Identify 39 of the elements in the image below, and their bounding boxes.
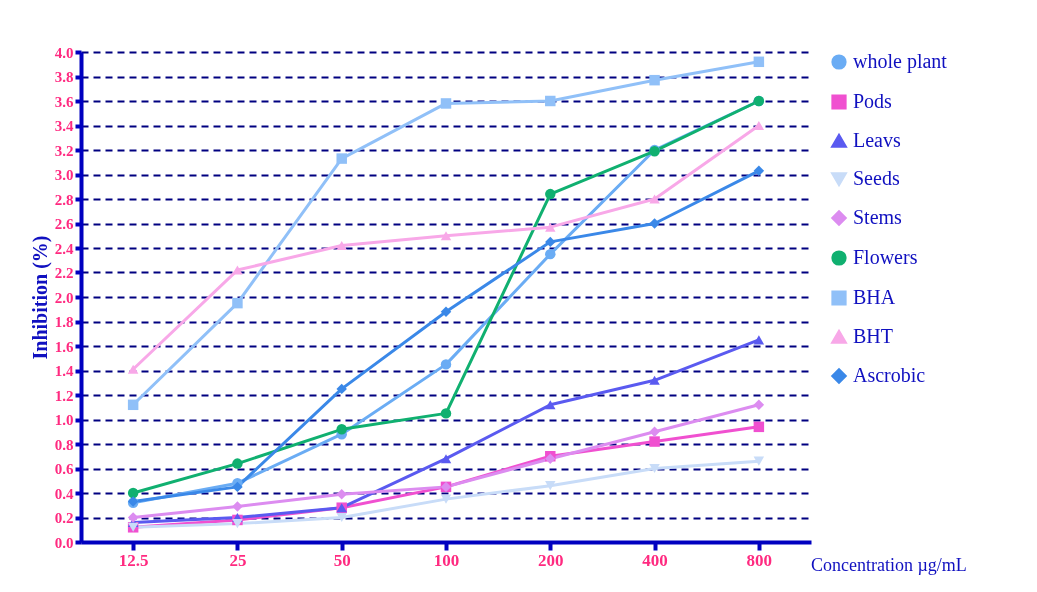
y-tick-label: 3.2: [54, 142, 74, 159]
y-tick-label: 2.4: [54, 240, 74, 257]
y-tick-label: 2.2: [54, 265, 74, 281]
x-tick-label: 25: [229, 550, 247, 570]
legend-label: Ascrobic: [853, 364, 926, 386]
x-tick-label: 400: [642, 550, 668, 570]
y-tick-label: 1.2: [54, 387, 74, 404]
legend-label: BHA: [853, 286, 896, 308]
legend-label: whole plant: [853, 50, 948, 73]
y-tick-label: 3.8: [54, 69, 74, 85]
y-tick-label: 0.2: [54, 510, 74, 526]
legend-label: Leavs: [853, 129, 901, 151]
y-tick-label: 1.0: [54, 412, 74, 428]
y-tick-label: 3.4: [54, 118, 74, 134]
legend-label: BHT: [853, 325, 893, 347]
y-tick-label: 0.0: [54, 534, 74, 551]
x-tick-label: 12.5: [118, 550, 149, 570]
y-tick-label: 3.6: [54, 93, 74, 110]
y-tick-label: 0.8: [54, 436, 74, 453]
y-tick-label: 0.4: [54, 485, 74, 502]
x-tick-label: 100: [433, 550, 460, 570]
x-tick-label: 800: [746, 550, 773, 570]
y-tick-label: 2.8: [54, 191, 74, 208]
x-tick-label: 200: [538, 550, 564, 570]
y-tick-label: 4.0: [54, 44, 74, 61]
y-tick-label: 1.8: [54, 314, 74, 330]
y-tick-label: 1.6: [54, 338, 74, 355]
legend-label: Seeds: [853, 167, 900, 189]
y-tick-label: 3.0: [54, 167, 74, 183]
legend-label: Flowers: [853, 246, 918, 268]
x-axis-title: Concentration µg/mL: [811, 555, 967, 575]
y-tick-label: 2.0: [54, 289, 74, 306]
legend-label: Stems: [853, 206, 903, 228]
y-tick-label: 2.6: [54, 216, 74, 232]
y-tick-label: 0.6: [54, 461, 74, 477]
y-axis-title: Inhibition (%): [28, 235, 52, 360]
x-tick-label: 50: [333, 550, 351, 570]
y-tick-label: 1.4: [54, 363, 74, 379]
legend-label: Pods: [853, 90, 893, 112]
